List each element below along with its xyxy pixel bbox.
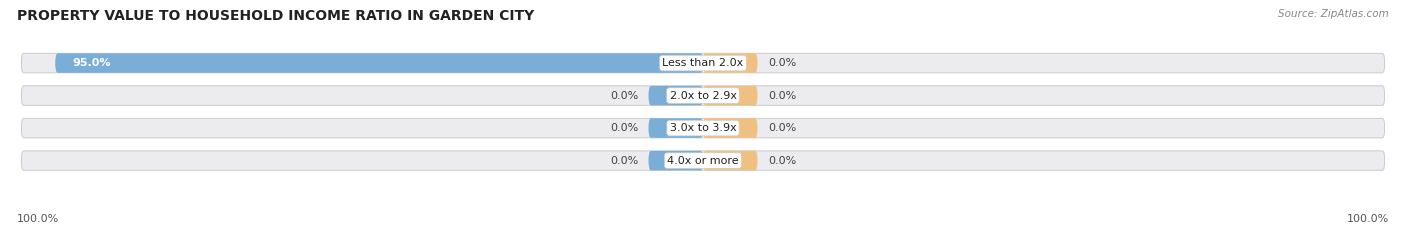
Text: 0.0%: 0.0% <box>610 123 638 133</box>
Text: 95.0%: 95.0% <box>72 58 111 68</box>
FancyBboxPatch shape <box>648 151 703 170</box>
Text: 0.0%: 0.0% <box>610 91 638 101</box>
FancyBboxPatch shape <box>648 86 703 105</box>
Text: PROPERTY VALUE TO HOUSEHOLD INCOME RATIO IN GARDEN CITY: PROPERTY VALUE TO HOUSEHOLD INCOME RATIO… <box>17 9 534 23</box>
FancyBboxPatch shape <box>21 151 1385 170</box>
FancyBboxPatch shape <box>21 53 1385 73</box>
Text: 3.0x to 3.9x: 3.0x to 3.9x <box>669 123 737 133</box>
FancyBboxPatch shape <box>703 151 758 170</box>
FancyBboxPatch shape <box>703 86 758 105</box>
FancyBboxPatch shape <box>703 118 758 138</box>
FancyBboxPatch shape <box>55 53 703 73</box>
Text: Less than 2.0x: Less than 2.0x <box>662 58 744 68</box>
Text: 0.0%: 0.0% <box>768 123 796 133</box>
FancyBboxPatch shape <box>21 86 1385 105</box>
Text: Source: ZipAtlas.com: Source: ZipAtlas.com <box>1278 9 1389 19</box>
Text: 2.0x to 2.9x: 2.0x to 2.9x <box>669 91 737 101</box>
Text: 0.0%: 0.0% <box>610 156 638 166</box>
FancyBboxPatch shape <box>21 118 1385 138</box>
Text: 0.0%: 0.0% <box>768 156 796 166</box>
Text: 0.0%: 0.0% <box>768 58 796 68</box>
Text: 100.0%: 100.0% <box>1347 214 1389 224</box>
FancyBboxPatch shape <box>703 53 758 73</box>
Text: 0.0%: 0.0% <box>768 91 796 101</box>
Text: 100.0%: 100.0% <box>17 214 59 224</box>
FancyBboxPatch shape <box>648 118 703 138</box>
Text: 4.0x or more: 4.0x or more <box>668 156 738 166</box>
